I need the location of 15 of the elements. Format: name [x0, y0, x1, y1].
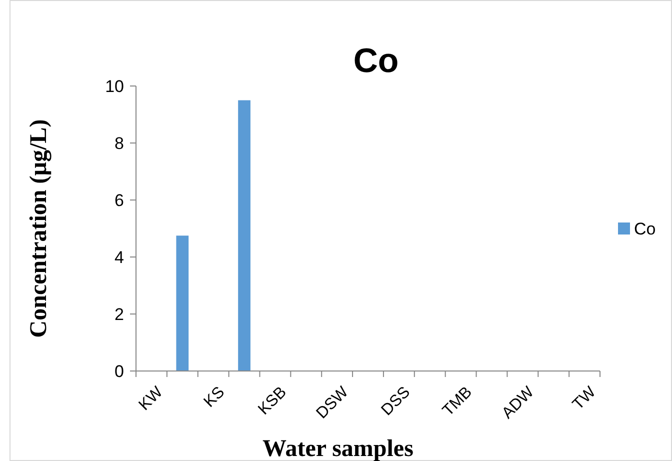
y-tick-label: 0 [114, 362, 124, 381]
y-axis-title: Concentration (µg/L) [26, 119, 52, 338]
y-tick-label: 8 [114, 134, 124, 153]
x-tick-label: KW [136, 383, 167, 414]
y-tick-label: 2 [114, 304, 124, 324]
y-tick-label: 10 [105, 76, 124, 96]
x-tick-label: KS [200, 384, 228, 411]
chart-title: Co [353, 42, 399, 80]
legend-label: Co [634, 219, 656, 238]
x-tick-label: KSB [255, 384, 290, 418]
y-tick-label: 6 [114, 190, 124, 210]
x-tick-label: TMB [440, 384, 476, 420]
x-tick-label: TW [570, 383, 600, 414]
x-axis-title: Water samples [262, 436, 414, 461]
y-tick-label: 4 [114, 248, 124, 267]
